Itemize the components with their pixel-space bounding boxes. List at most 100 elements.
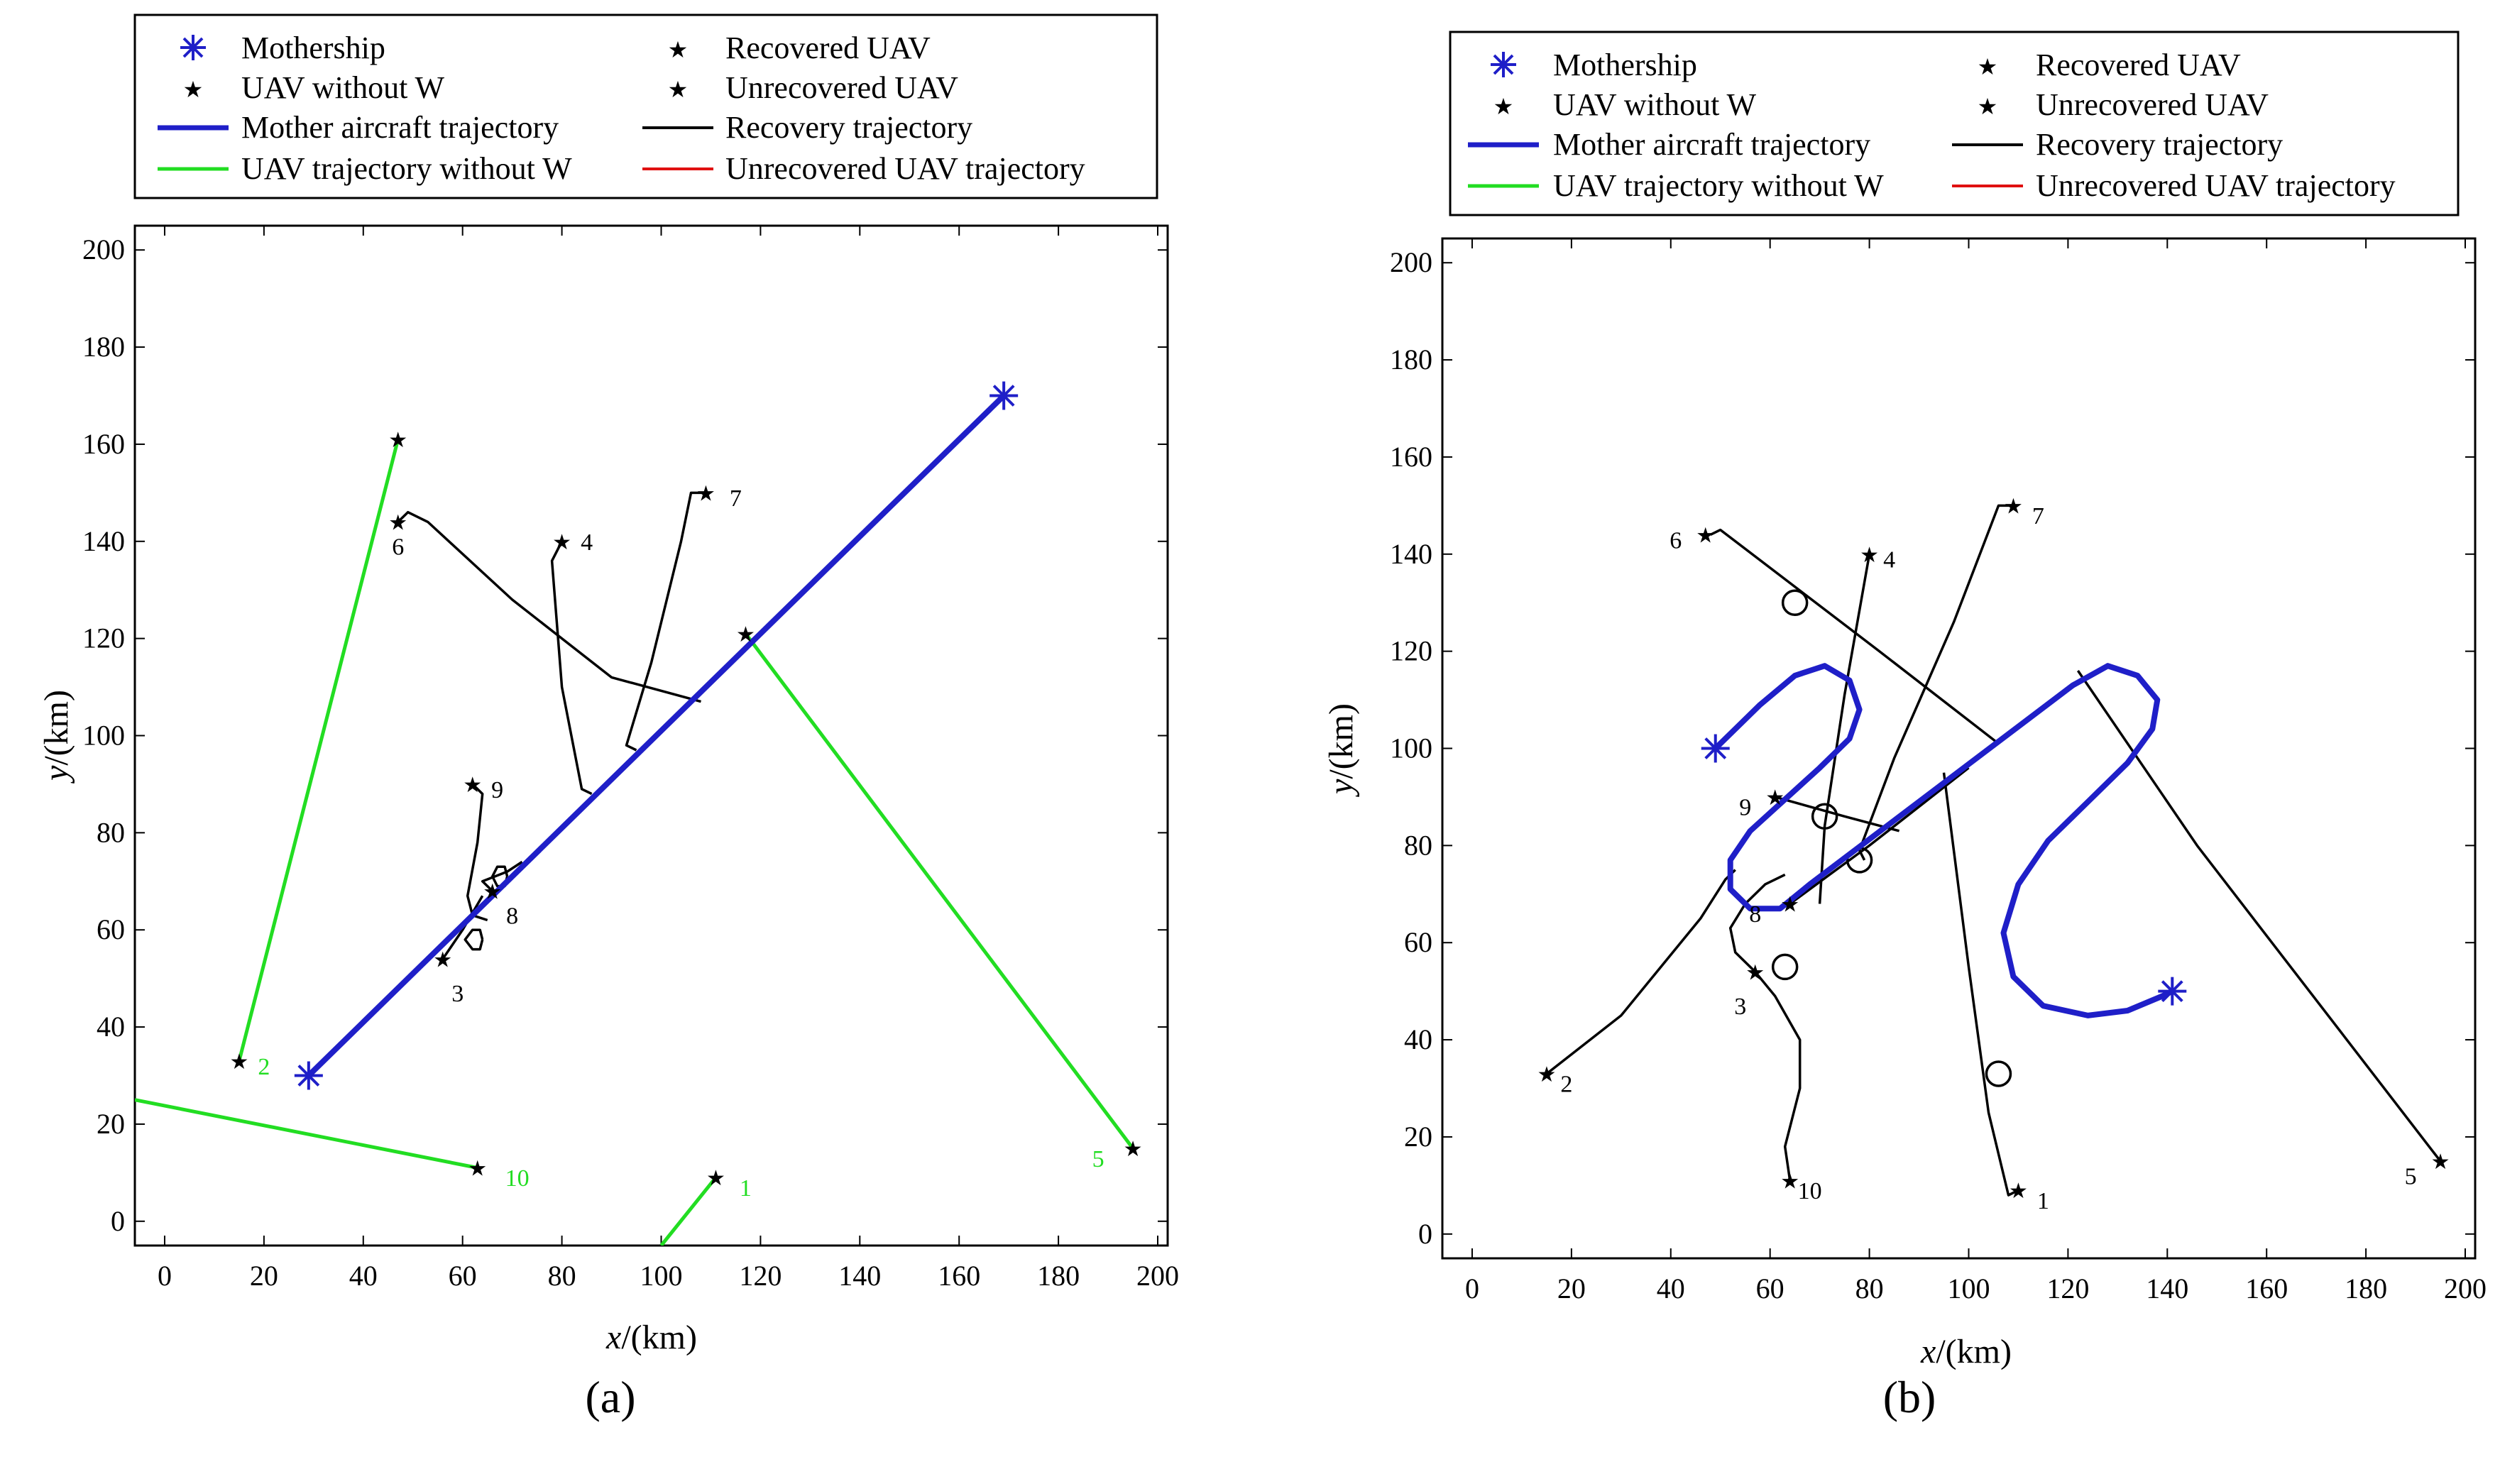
y-tick-label: 120 — [82, 622, 125, 654]
recovery-loop — [1781, 589, 1809, 616]
legend-unrecovered-b: ★ Unrecovered UAV — [1978, 87, 2269, 122]
uav-number-label: 1 — [740, 1175, 752, 1202]
y-tick-label: 60 — [97, 913, 125, 945]
legend-label: UAV without W — [1553, 87, 1757, 122]
legend-label: Unrecovered UAV trajectory — [725, 151, 1085, 186]
mothership-icon — [180, 35, 206, 60]
x-tick-label: 160 — [938, 1260, 980, 1292]
uav-number-label: 5 — [1092, 1146, 1104, 1172]
y-tick-label: 80 — [97, 816, 125, 848]
recovered-uav-marker: ★ — [1745, 961, 1765, 984]
x-tick-label: 20 — [250, 1260, 278, 1292]
x-tick-label: 60 — [449, 1260, 477, 1292]
x-tick-label: 0 — [1465, 1273, 1479, 1304]
y-tick-label: 100 — [1390, 732, 1432, 764]
x-tick-label: 60 — [1756, 1273, 1784, 1304]
x-tick-label: 180 — [2345, 1273, 2387, 1304]
y-tick-label: 40 — [97, 1011, 125, 1043]
legend-label: Mothership — [241, 31, 385, 65]
legend-label: Recovery trajectory — [725, 110, 972, 145]
legend-a: Mothership ★ UAV without W Mother aircra… — [133, 13, 1158, 199]
uav-number-label: 2 — [258, 1054, 270, 1080]
uav-number-label: 10 — [505, 1165, 530, 1192]
recovery-trajectory — [397, 510, 701, 703]
legend-label: Unrecovered UAV — [2036, 87, 2269, 122]
uav-number-label: 7 — [730, 485, 742, 512]
legend-recovered-a: ★ Recovered UAV — [668, 31, 931, 65]
panel-label-a: (a) — [585, 1372, 635, 1422]
uav-number-label: 5 — [2405, 1164, 2417, 1190]
recovered-uav-marker: ★ — [2431, 1150, 2450, 1174]
recovered-uav-marker: ★ — [433, 948, 452, 972]
y-tick-label: 140 — [1390, 538, 1432, 570]
x-tick-label: 40 — [349, 1260, 378, 1292]
green-star-icon: ★ — [1493, 94, 1514, 119]
legend-mother-trajectory-a: Mother aircraft trajectory — [158, 110, 559, 145]
uav-number-label: 6 — [392, 534, 404, 561]
uav-number-label: 7 — [2032, 503, 2044, 529]
legend-mother-trajectory-b: Mother aircraft trajectory — [1468, 127, 1870, 162]
legend-label: Recovered UAV — [725, 31, 931, 65]
recovery-trajectory — [550, 541, 593, 796]
x-tick-label: 20 — [1557, 1273, 1586, 1304]
uav-without-w-marker: ★ — [736, 623, 755, 647]
y-tick-label: 20 — [1404, 1121, 1432, 1153]
panel-label-b: (b) — [1883, 1372, 1936, 1422]
mothership-marker — [989, 381, 1019, 410]
recovery-trajectory — [1754, 971, 1802, 1181]
mothership-marker — [2158, 977, 2187, 1006]
y-tick-label: 180 — [1390, 343, 1432, 375]
y-axis-label-a: y/(km) — [38, 690, 75, 784]
recovery-trajectory — [1942, 772, 2019, 1197]
x-tick-label: 120 — [739, 1260, 782, 1292]
uav-number-label: 3 — [451, 981, 464, 1007]
legend-label: UAV trajectory without W — [241, 151, 572, 186]
recovery-trajectory — [1775, 796, 1900, 832]
legend-mothership-a: Mothership — [180, 31, 385, 65]
green-star-icon: ★ — [183, 77, 204, 102]
legend-label: Mothership — [1553, 48, 1697, 82]
y-tick-label: 200 — [82, 233, 125, 265]
y-axis-label-b: y/(km) — [1322, 703, 1360, 798]
x-tick-label: 200 — [2444, 1273, 2487, 1304]
uav-number-label: 4 — [581, 529, 593, 556]
y-tick-label: 100 — [82, 720, 125, 752]
mothership-marker — [294, 1061, 323, 1090]
legend-label: UAV without W — [241, 70, 445, 105]
recovery-trajectory — [481, 860, 523, 892]
recovered-uav-marker: ★ — [1765, 786, 1784, 810]
recovery-trajectory — [1818, 554, 1871, 904]
black-star-icon: ★ — [1978, 54, 1998, 79]
legend-label: UAV trajectory without W — [1553, 168, 1884, 203]
legend-label: Recovered UAV — [2036, 48, 2241, 82]
legend-b: Mothership ★ UAV without W Mother aircra… — [1449, 31, 2460, 216]
x-tick-label: 100 — [640, 1260, 682, 1292]
uav-trajectory-without-w — [659, 1176, 718, 1246]
legend-label: Mother aircraft trajectory — [241, 110, 559, 145]
recovery-loop — [1811, 803, 1838, 830]
red-star-icon: ★ — [1978, 94, 1998, 119]
uav-number-label: 4 — [1883, 547, 1895, 573]
x-tick-label: 0 — [158, 1260, 172, 1292]
recovery-trajectory — [1545, 869, 1736, 1075]
uav-number-label: 8 — [1749, 901, 1761, 928]
plot-area-a — [133, 224, 1169, 1247]
uav-number-label: 3 — [1734, 994, 1746, 1020]
uav-number-label: 10 — [1798, 1178, 1822, 1204]
recovered-uav-marker: ★ — [483, 880, 502, 903]
uav-trajectory-without-w — [135, 1098, 478, 1170]
legend-recovered-b: ★ Recovered UAV — [1978, 48, 2241, 82]
mother-aircraft-trajectory — [1713, 663, 2174, 1018]
legend-unrecovered-trajectory-a: Unrecovered UAV trajectory — [642, 151, 1085, 186]
mother-aircraft-trajectory — [307, 393, 1006, 1078]
recovered-uav-marker: ★ — [696, 482, 716, 505]
y-tick-label: 0 — [1418, 1218, 1432, 1250]
recovery-trajectory — [1728, 873, 1786, 973]
recovered-uav-marker: ★ — [1537, 1063, 1556, 1087]
legend-mothership-b: Mothership — [1491, 48, 1697, 82]
uav-number-label: 9 — [1739, 795, 1751, 821]
recovered-uav-marker: ★ — [388, 511, 407, 534]
x-tick-label: 180 — [1037, 1260, 1080, 1292]
recovery-loop — [1985, 1060, 2012, 1087]
